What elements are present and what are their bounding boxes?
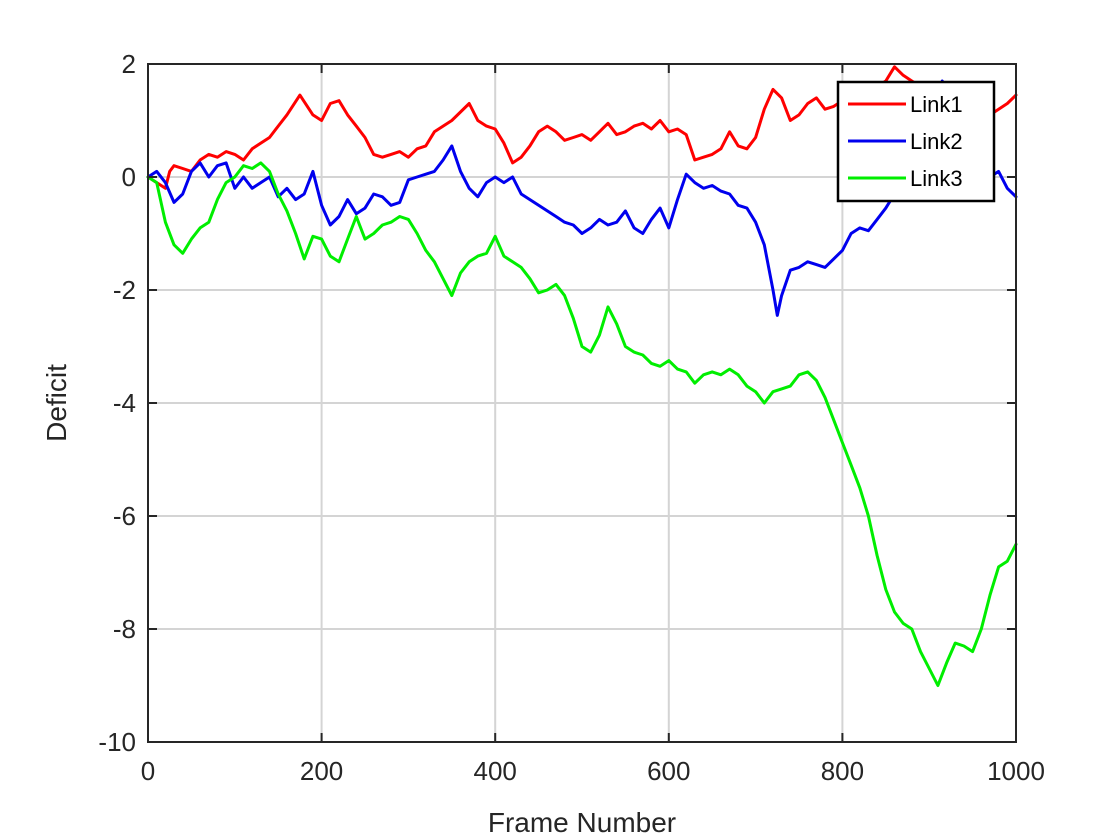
legend-label-link3: Link3 <box>910 166 963 191</box>
legend-label-link2: Link2 <box>910 129 963 154</box>
series-line-link3 <box>146 161 1018 687</box>
x-tick-label: 800 <box>821 756 864 786</box>
y-tick-label: -8 <box>113 614 136 644</box>
series-line-link2 <box>146 79 1018 317</box>
y-tick-label: -10 <box>98 727 136 757</box>
y-tick-label: 2 <box>122 49 136 79</box>
legend: Link1 Link2 Link3 <box>836 80 996 203</box>
x-tick-label: 200 <box>300 756 343 786</box>
y-axis-label: Deficit <box>41 364 72 442</box>
y-tick-label: -4 <box>113 388 136 418</box>
y-tick-labels: 2 0 -2 -4 -6 -8 -10 <box>98 49 136 757</box>
x-tick-label: 0 <box>141 756 155 786</box>
y-tick-label: -6 <box>113 501 136 531</box>
x-axis-label: Frame Number <box>488 807 676 838</box>
ticks <box>147 63 1017 743</box>
x-tick-label: 600 <box>647 756 690 786</box>
y-tick-label: 0 <box>122 162 136 192</box>
x-tick-label: 400 <box>474 756 517 786</box>
x-tick-label: 1000 <box>987 756 1045 786</box>
grid <box>148 64 1016 742</box>
x-tick-labels: 0 200 400 600 800 1000 <box>141 756 1045 786</box>
legend-label-link1: Link1 <box>910 92 963 117</box>
y-tick-label: -2 <box>113 275 136 305</box>
